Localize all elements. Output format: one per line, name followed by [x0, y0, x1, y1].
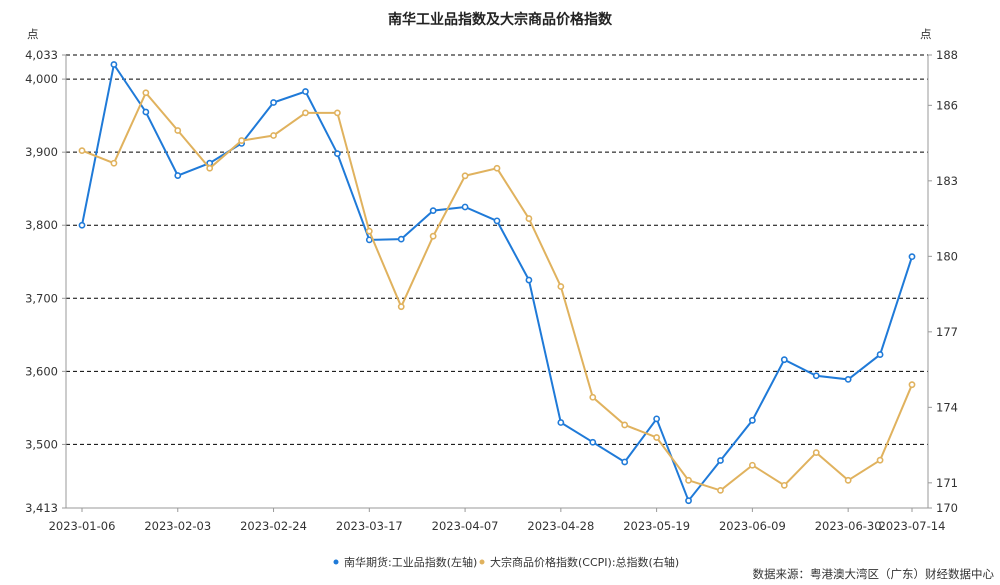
legend: 南华期货:工业品指数(左轴) 大宗商品价格指数(CCPI):总指数(右轴)	[333, 555, 679, 569]
series-1-point	[333, 150, 341, 158]
series-1-point	[461, 203, 469, 211]
series-1-point	[908, 253, 916, 261]
series-1-point	[525, 276, 533, 284]
series-1-point	[110, 61, 118, 68]
series-1-point	[685, 497, 692, 505]
series-2-point	[333, 109, 341, 117]
series-1-point	[270, 99, 277, 106]
right-tick-label: 171	[936, 476, 958, 490]
left-tick-label: 4,000	[25, 72, 58, 86]
series-2-point	[270, 132, 277, 139]
series-1-point	[174, 172, 182, 179]
left-tick-label: 3,700	[25, 291, 58, 305]
series-1-point	[397, 235, 405, 243]
series-1-point	[621, 458, 629, 466]
series-lines	[78, 61, 916, 505]
right-tick-label: 186	[936, 98, 958, 112]
series-2-point	[493, 164, 501, 172]
series-2-point	[557, 283, 565, 290]
right-tick-label: 174	[936, 400, 958, 414]
series-2-point	[717, 486, 724, 494]
legend-label-2: 大宗商品价格指数(CCPI):总指数(右轴)	[490, 555, 679, 569]
series-2-point	[429, 232, 437, 240]
series-1-point	[557, 419, 565, 426]
x-tick-label: 2023-01-06	[49, 519, 116, 533]
series-2-point	[461, 172, 469, 180]
series-1-point	[844, 376, 852, 383]
series-2-point	[110, 159, 118, 167]
series-2-point	[748, 461, 756, 469]
series-2-point	[174, 127, 182, 134]
series-1-point	[780, 356, 788, 364]
data-source-note: 数据来源：粤港澳大湾区（广东）财经数据中心	[753, 567, 995, 581]
series-2-point	[621, 421, 629, 429]
x-tick-label: 2023-03-17	[336, 519, 403, 533]
series-1-point	[142, 108, 150, 116]
left-tick-label: 3,500	[25, 437, 58, 451]
legend-marker-2	[479, 559, 485, 565]
x-tick-label: 2023-04-28	[527, 519, 594, 533]
series-1-point	[429, 207, 437, 215]
x-tick-label: 2023-06-09	[719, 519, 786, 533]
series-2-point	[876, 456, 884, 464]
series-1-point	[748, 416, 756, 424]
series-2-point	[78, 147, 86, 155]
x-tick-label: 2023-02-24	[240, 519, 307, 533]
series-1-point	[717, 457, 724, 464]
x-tick-label: 2023-05-19	[623, 519, 690, 533]
series-line-1	[81, 61, 913, 503]
left-tick-label: 3,900	[25, 145, 58, 159]
right-tick-label: 188	[936, 48, 958, 62]
series-2-point	[302, 109, 309, 117]
series-1-point	[78, 221, 86, 229]
series-2-point	[589, 393, 597, 401]
series-2-point	[908, 381, 916, 389]
series-2-point	[653, 434, 661, 441]
series-2-point	[844, 476, 852, 484]
legend-label-1: 南华期货:工业品指数(左轴)	[344, 555, 477, 569]
series-2-point	[238, 137, 246, 144]
left-tick-label: 3,800	[25, 218, 58, 232]
legend-marker-1	[333, 559, 339, 565]
series-2-point	[365, 227, 373, 235]
right-axis-unit: 点	[920, 27, 932, 41]
gridlines	[66, 54, 928, 445]
x-tick-label: 2023-02-03	[144, 519, 211, 533]
series-2-point	[397, 303, 405, 311]
left-tick-label: 4,033	[25, 48, 58, 62]
series-1-point	[493, 217, 501, 225]
series-1-point	[812, 372, 820, 380]
series-2-point	[812, 449, 820, 457]
right-tick-label: 170	[936, 501, 958, 515]
series-2-point	[525, 215, 533, 222]
axes: 3,413 3,500 3,600 3,700 3,800 3,900 4,000 4,033…	[25, 48, 958, 533]
x-tick-label: 2023-04-07	[432, 519, 499, 533]
series-1-point	[302, 88, 309, 95]
right-tick-label: 183	[936, 174, 958, 188]
series-2-point	[142, 89, 150, 97]
series-1-point	[876, 351, 884, 358]
left-tick-label: 3,413	[25, 501, 58, 515]
x-tick-label: 2023-07-14	[879, 519, 946, 533]
series-2-point	[685, 476, 692, 484]
left-axis-unit: 点	[27, 27, 39, 41]
series-2-point	[206, 164, 214, 172]
left-tick-label: 3,600	[25, 364, 58, 378]
right-tick-label: 177	[936, 325, 958, 339]
chart-title: 南华工业品指数及大宗商品价格指数	[388, 11, 613, 28]
right-tick-label: 180	[936, 249, 958, 263]
series-2-point	[780, 481, 788, 489]
series-1-point	[589, 438, 597, 446]
x-tick-label: 2023-06-30	[815, 519, 882, 533]
series-1-point	[653, 415, 661, 423]
